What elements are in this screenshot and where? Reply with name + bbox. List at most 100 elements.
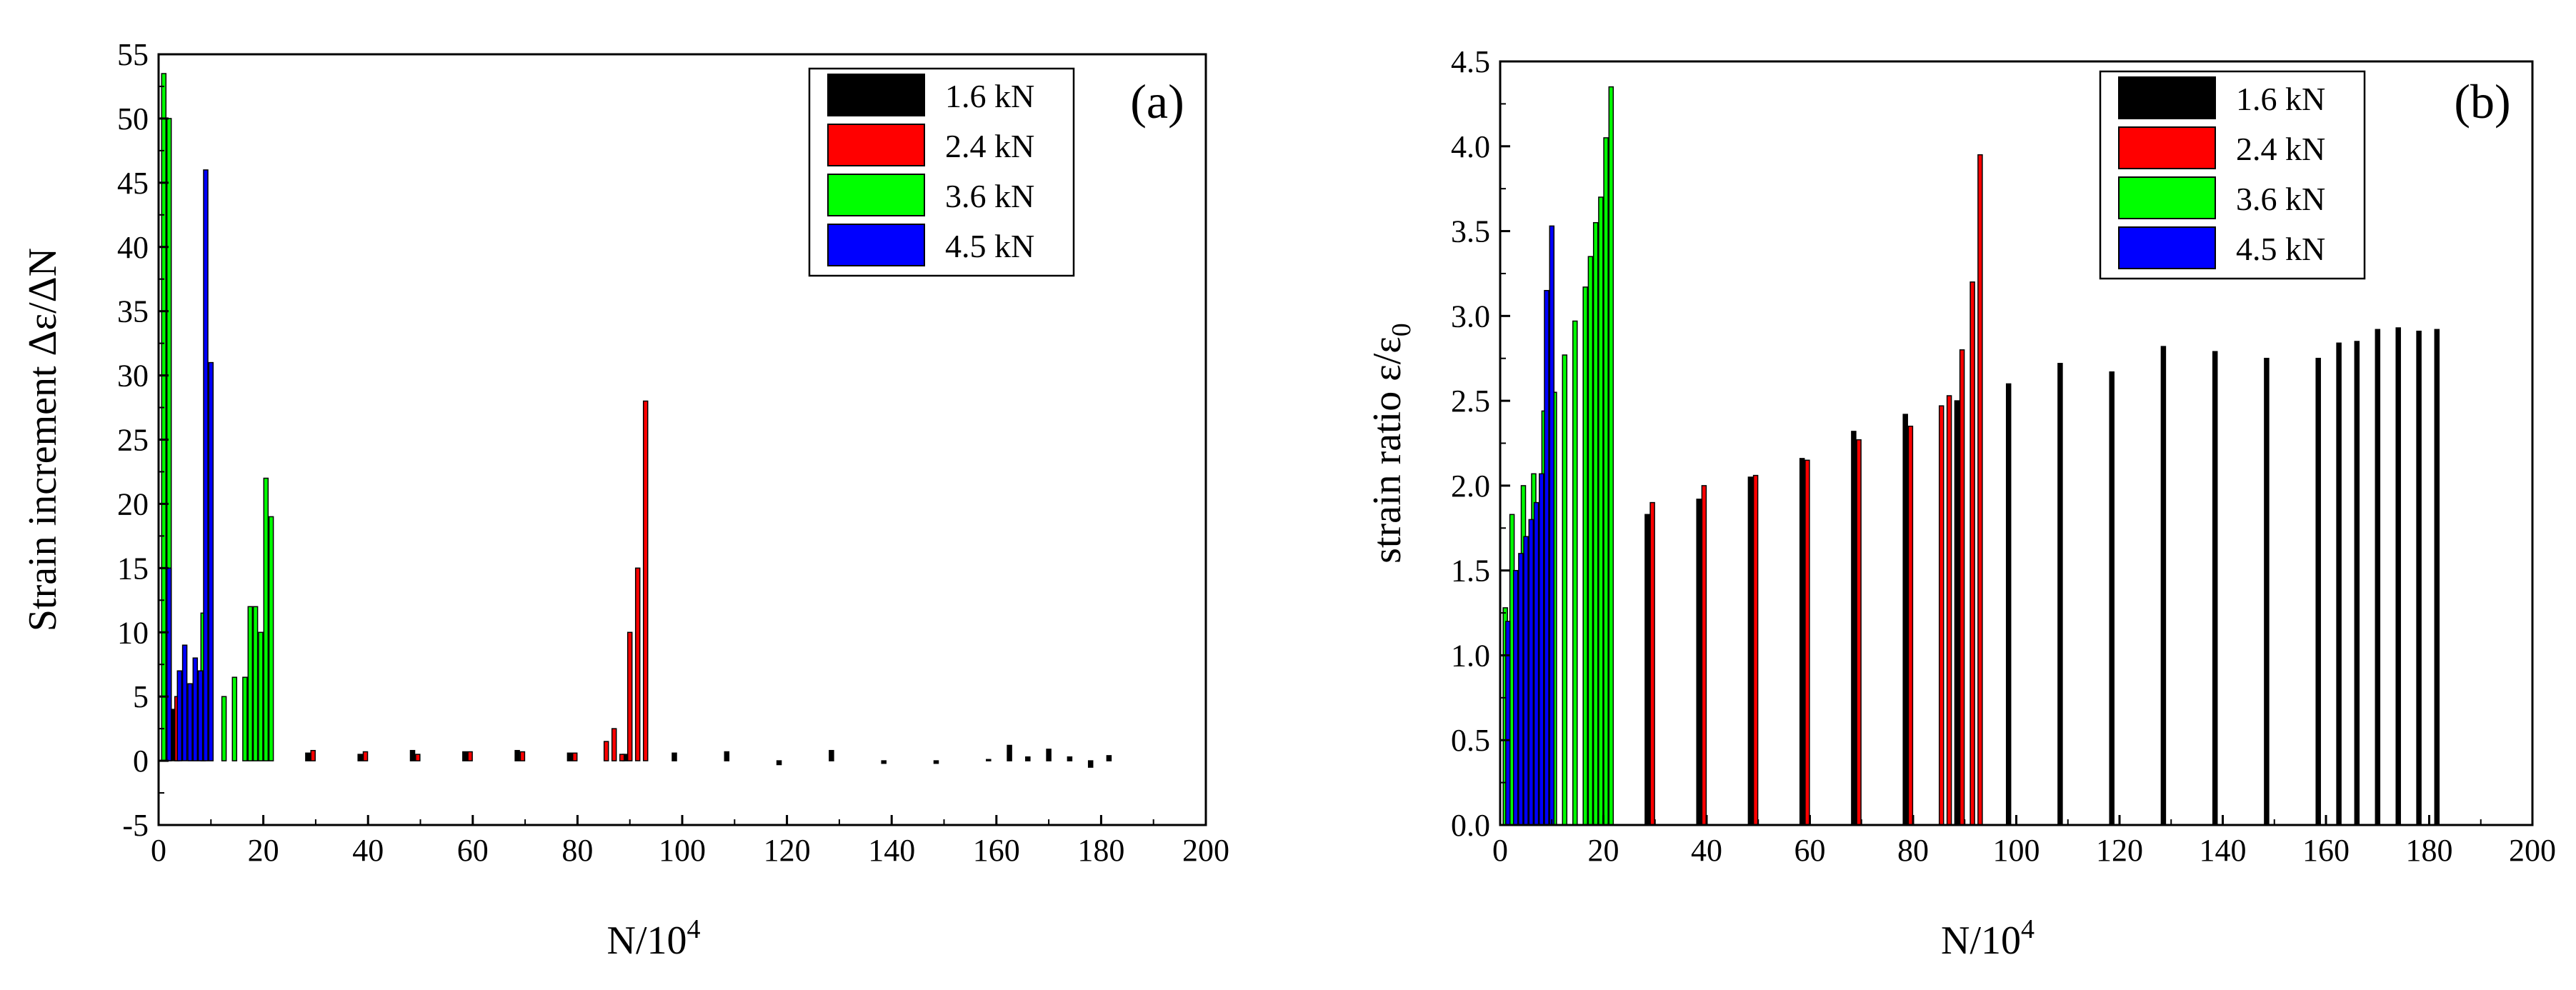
legend-label: 4.5 kN <box>945 228 1034 264</box>
bar <box>933 760 939 764</box>
bar <box>2109 371 2115 826</box>
bar <box>197 670 204 761</box>
bar <box>2375 329 2381 826</box>
y-axis-label: strain ratio ε/ε0 <box>1365 323 1417 564</box>
x-tick-label: 160 <box>973 833 1020 868</box>
x-tick-label: 60 <box>1794 833 1826 868</box>
bar <box>1804 459 1810 826</box>
bar <box>1598 196 1604 826</box>
legend-label: 1.6 kN <box>945 78 1034 114</box>
legend-label: 4.5 kN <box>2236 231 2325 267</box>
bar <box>1644 514 1650 826</box>
bar <box>1649 501 1655 826</box>
y-tick-label: 55 <box>117 37 149 72</box>
y-tick-label: 5 <box>133 679 149 714</box>
panel-b: 0 20 40 60 80 100 120 140 160 180 2000.00.51.01.52… <box>1365 44 2556 963</box>
bar <box>1851 431 1857 826</box>
x-tick-label: 140 <box>2200 833 2247 868</box>
bar <box>829 749 834 761</box>
bar <box>1572 320 1578 826</box>
legend-swatch <box>827 124 925 166</box>
x-tick-label: 40 <box>1691 833 1722 868</box>
y-axis-label-text: Strain increment Δε/ΔN <box>21 248 65 631</box>
x-axis-label-sup: 4 <box>2021 914 2035 944</box>
bar <box>571 752 578 761</box>
bar <box>2354 341 2360 826</box>
legend-swatch <box>2118 76 2216 119</box>
bar <box>181 644 188 761</box>
bar <box>619 754 625 761</box>
bar <box>1608 86 1614 826</box>
y-axis-label: Strain increment Δε/ΔN <box>21 248 65 631</box>
x-tick-label: 0 <box>1492 833 1508 868</box>
x-tick-label: 200 <box>1182 833 1229 868</box>
bar <box>634 567 641 761</box>
bar <box>1533 501 1539 826</box>
y-axis-label-text: strain ratio ε/ε <box>1365 336 1409 564</box>
x-tick-label: 200 <box>2509 833 2556 868</box>
bar <box>242 676 248 761</box>
y-tick-label: 10 <box>117 615 149 650</box>
y-tick-label: 2.0 <box>1451 469 1490 504</box>
legend-swatch <box>827 174 925 216</box>
bar <box>415 754 421 761</box>
x-tick-label: 120 <box>2096 833 2143 868</box>
x-tick-label: 160 <box>2302 833 2350 868</box>
bar <box>2395 327 2401 826</box>
x-tick-label: 40 <box>352 833 384 868</box>
bar <box>1539 473 1544 826</box>
bar <box>1505 621 1511 826</box>
bar <box>1544 289 1549 826</box>
legend-label: 2.4 kN <box>945 128 1034 164</box>
y-tick-label: 25 <box>117 423 149 458</box>
x-tick-label: 20 <box>248 833 279 868</box>
bar <box>1592 221 1599 826</box>
x-tick-label: 180 <box>1077 833 1124 868</box>
bar <box>514 749 520 761</box>
bar <box>1977 154 1983 826</box>
bar <box>1587 256 1594 826</box>
x-axis-label: N/104 <box>607 914 701 963</box>
y-tick-label: 40 <box>117 230 149 265</box>
bar <box>776 760 782 766</box>
y-tick-label: 2.5 <box>1451 384 1490 419</box>
bar <box>2434 329 2440 826</box>
x-tick-label: 60 <box>457 833 489 868</box>
x-tick-label: 180 <box>2406 833 2453 868</box>
y-axis-label-sub: 0 <box>1387 323 1417 336</box>
x-tick-label: 140 <box>868 833 915 868</box>
bar <box>626 631 633 761</box>
bar <box>566 752 573 761</box>
bar <box>192 657 199 761</box>
y-tick-label: 50 <box>117 101 149 136</box>
bar <box>263 477 269 761</box>
x-tick-label: 120 <box>764 833 811 868</box>
bar <box>1696 499 1702 826</box>
bar <box>642 400 649 761</box>
y-tick-label: 4.0 <box>1451 129 1490 164</box>
bar <box>1087 760 1094 768</box>
y-tick-label: -5 <box>122 808 149 843</box>
bar <box>409 749 416 761</box>
bar <box>1562 354 1568 826</box>
x-axis-label-text: N/10 <box>1941 919 2021 963</box>
bar <box>362 751 369 761</box>
bar <box>1007 744 1012 761</box>
bar <box>1970 281 1975 826</box>
bar <box>1025 756 1031 761</box>
bar <box>203 169 209 761</box>
y-tick-label: 15 <box>117 551 149 586</box>
bar <box>310 749 316 761</box>
legend-swatch <box>2118 226 2216 269</box>
bar <box>187 683 193 761</box>
bar <box>357 754 363 761</box>
bar <box>2336 342 2342 826</box>
bar <box>1549 225 1555 826</box>
y-tick-label: 35 <box>117 294 149 329</box>
bar <box>1959 349 1965 826</box>
y-tick-label: 0.5 <box>1451 723 1490 758</box>
x-axis-label-text: N/10 <box>607 919 687 963</box>
y-tick-label: 4.5 <box>1451 44 1490 79</box>
bar <box>1046 749 1052 761</box>
